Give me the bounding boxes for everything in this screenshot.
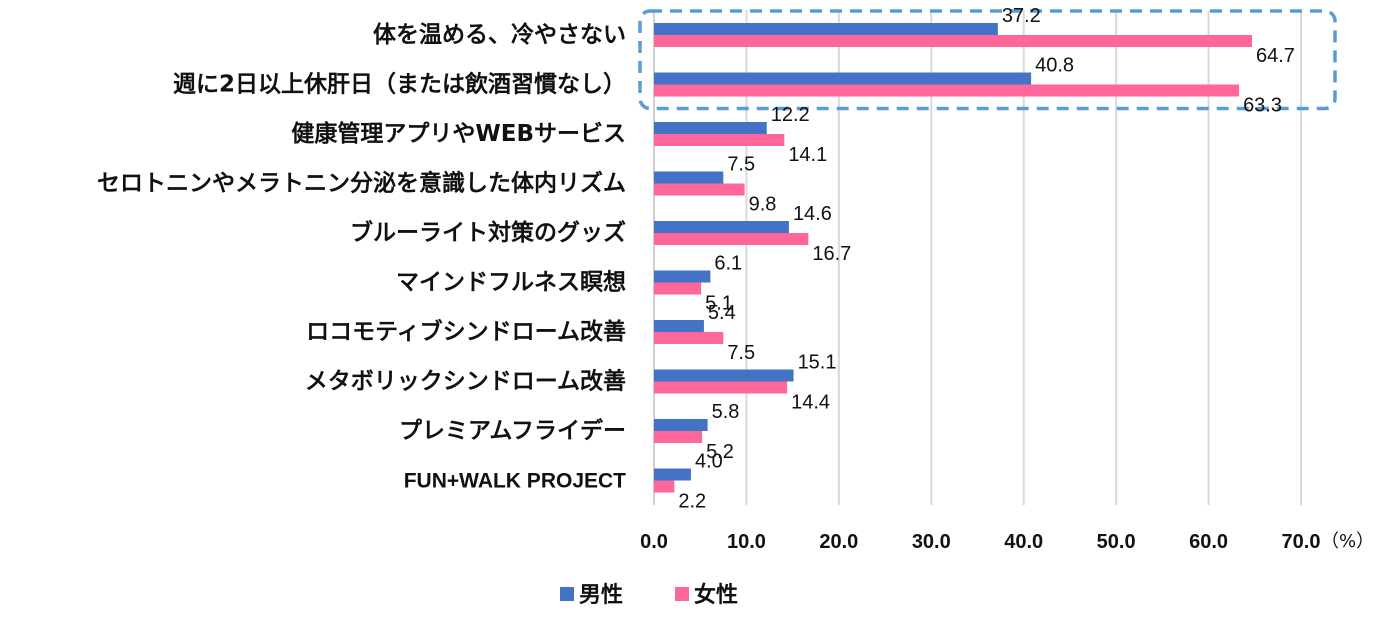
- x-tick-label: 60.0: [1189, 531, 1228, 553]
- x-tick-label: 0.0: [640, 531, 668, 553]
- data-label: 63.3: [1243, 95, 1282, 117]
- data-label: 16.7: [812, 243, 851, 265]
- bar-female: [654, 480, 675, 493]
- data-label: 5.1: [705, 293, 733, 315]
- bar-male: [654, 320, 704, 332]
- category-label: 週に2日以上休肝日（または飲酒習慣なし）: [173, 71, 626, 98]
- bar-male: [654, 369, 794, 382]
- bar-female: [654, 381, 788, 394]
- data-label: 7.5: [727, 154, 755, 176]
- data-label: 14.6: [793, 203, 832, 225]
- data-label: 5.4: [708, 302, 736, 324]
- data-label: 6.1: [714, 253, 742, 275]
- data-label: 14.4: [791, 392, 830, 414]
- category-label: マインドフルネス瞑想: [396, 270, 626, 296]
- category-label: FUN+WALK PROJECT: [404, 470, 626, 493]
- bar-female: [654, 431, 703, 443]
- x-tick-label: 10.0: [727, 531, 766, 553]
- bar-male: [654, 221, 789, 233]
- legend-label: 男性: [579, 583, 623, 608]
- data-label: 14.1: [788, 144, 827, 166]
- data-label: 7.5: [727, 342, 755, 364]
- bar-male: [654, 23, 998, 35]
- category-label: メタボリックシンドローム改善: [305, 368, 626, 395]
- bar-female: [654, 84, 1240, 97]
- bar-male: [654, 270, 711, 283]
- bar-male: [654, 468, 691, 481]
- category-label: 体を温める、冷やさない: [373, 21, 626, 48]
- category-label: ロコモティブシンドローム改善: [306, 318, 626, 345]
- data-label: 4.0: [695, 451, 723, 473]
- bar-male: [654, 419, 708, 431]
- x-tick-label: 30.0: [912, 531, 951, 553]
- data-label: 5.8: [712, 401, 740, 423]
- x-tick-label: 50.0: [1097, 531, 1136, 553]
- bar-male: [654, 72, 1032, 85]
- data-label: 12.2: [771, 104, 810, 126]
- category-label: ブルーライト対策のグッズ: [350, 219, 626, 246]
- legend-swatch: [560, 587, 574, 601]
- bar-female: [654, 134, 785, 146]
- category-label: セロトニンやメラトニン分泌を意識した体内リズム: [97, 170, 626, 197]
- category-label: プレミアムフライデー: [399, 417, 626, 444]
- unit-label: （%）: [1321, 531, 1374, 552]
- x-tick-label: 70.0: [1282, 531, 1321, 553]
- highlight-box: [638, 9, 1337, 111]
- bar-female: [654, 233, 809, 245]
- data-label: 15.1: [798, 352, 837, 374]
- data-label: 2.2: [678, 491, 706, 513]
- legend-swatch: [675, 587, 689, 601]
- data-label: 37.2: [1002, 5, 1041, 27]
- bar-female: [654, 282, 702, 295]
- bar-female: [654, 35, 1253, 47]
- bar-male: [654, 122, 767, 134]
- bar-female: [654, 183, 745, 196]
- category-label: 健康管理アプリやWEBサービス: [291, 120, 626, 147]
- data-label: 9.8: [749, 194, 777, 216]
- data-label: 5.2: [706, 441, 734, 463]
- bar-male: [654, 171, 724, 184]
- data-label: 64.7: [1256, 45, 1295, 67]
- x-tick-label: 20.0: [819, 531, 858, 553]
- bar-female: [654, 332, 724, 344]
- data-label: 40.8: [1035, 55, 1074, 77]
- x-tick-label: 40.0: [1004, 531, 1043, 553]
- legend-label: 女性: [694, 582, 738, 608]
